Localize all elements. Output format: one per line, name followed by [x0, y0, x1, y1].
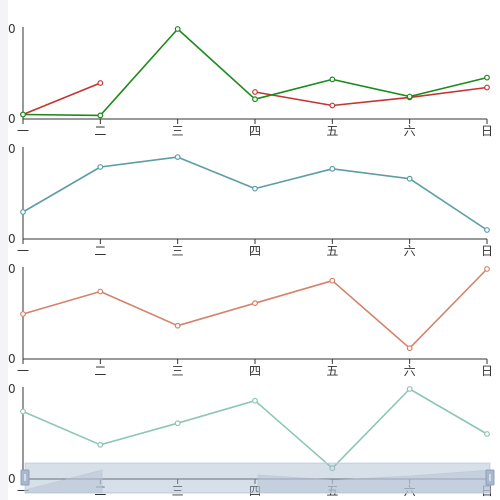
data-zoom-selected-range: [25, 463, 490, 493]
x-tick-label-1-2: 二: [94, 124, 106, 138]
data-point-2-1-4: [252, 185, 258, 192]
data-point-1-1-2: [97, 80, 104, 86]
y-tick-label-bottom-2: 0: [8, 232, 16, 246]
y-tick-label-bottom-1: 0: [8, 112, 16, 126]
x-tick-label-1-7: 日: [481, 124, 493, 138]
data-point-3-1-7: [484, 266, 490, 272]
x-tick-label-1-6: 六: [404, 124, 416, 138]
x-tick-label-3-2: 二: [94, 364, 106, 378]
data-point-3-1-4: [252, 300, 258, 307]
data-point-4-1-6: [406, 386, 413, 392]
data-point-4-1-4: [252, 397, 258, 404]
data-point-4-1-5: [329, 465, 336, 472]
x-tick-label-2-4: 四: [249, 244, 261, 258]
left-edge-strip: [0, 0, 8, 500]
data-point-4-1-7: [484, 431, 490, 437]
data-point-1-2-7: [484, 74, 490, 81]
data-point-3-1-3: [174, 322, 181, 329]
x-tick-label-3-6: 六: [404, 364, 416, 378]
y-tick-label-top-1: 0: [8, 22, 16, 36]
x-tick-label-2-5: 五: [326, 244, 338, 258]
data-point-4-1-3: [174, 420, 181, 427]
data-point-1-2-2: [97, 112, 104, 119]
data-point-1-1-7: [484, 84, 490, 91]
x-tick-label-1-5: 五: [326, 124, 338, 138]
x-tick-label-3-3: 三: [172, 364, 184, 378]
series-line-2-1-seg1: [22, 156, 488, 231]
data-point-2-1-5: [329, 165, 336, 172]
series-line-3-1-seg1: [22, 268, 488, 350]
data-point-1-2-5: [329, 76, 336, 83]
y-tick-label-top-4: 0: [8, 382, 16, 396]
data-point-1-2-4: [252, 96, 258, 103]
x-tick-label-3-7: 日: [481, 364, 493, 378]
x-tick-label-4-1: 一: [17, 484, 29, 498]
data-point-3-1-1: [20, 311, 26, 317]
y-tick-label-bottom-4: 0: [8, 472, 16, 486]
data-point-2-1-1: [20, 209, 26, 215]
series-line-1-1-seg1: [22, 82, 101, 116]
x-tick-label-2-1: 一: [17, 244, 29, 258]
x-tick-label-2-2: 二: [94, 244, 106, 258]
x-tick-label-2-3: 三: [172, 244, 184, 258]
series-line-1-1-seg2: [254, 86, 488, 107]
x-tick-label-3-5: 五: [326, 364, 338, 378]
data-point-3-1-6: [406, 345, 413, 352]
x-tick-label-2-7: 日: [481, 244, 493, 258]
data-point-4-1-1: [20, 408, 26, 415]
data-point-1-1-5: [329, 102, 336, 109]
data-point-2-1-3: [174, 154, 181, 161]
data-point-1-2-6: [406, 93, 413, 100]
x-tick-label-2-6: 六: [404, 244, 416, 258]
x-tick-label-3-1: 一: [17, 364, 29, 378]
data-point-1-1-4: [252, 89, 258, 95]
x-tick-label-3-4: 四: [249, 364, 261, 378]
y-tick-label-top-3: 0: [8, 262, 16, 276]
data-point-1-2-1: [20, 111, 26, 118]
y-tick-label-bottom-3: 0: [8, 352, 16, 366]
x-tick-label-1-4: 四: [249, 124, 261, 138]
data-point-2-1-6: [406, 175, 413, 182]
data-point-3-1-2: [97, 288, 104, 295]
x-tick-label-4-3: 三: [172, 484, 184, 498]
data-point-1-2-3: [174, 26, 181, 32]
x-tick-label-1-3: 三: [172, 124, 184, 138]
x-tick-label-1-1: 一: [17, 124, 29, 138]
series-line-1-2-seg1: [22, 28, 488, 117]
y-tick-label-top-2: 0: [8, 142, 16, 156]
data-point-2-1-7: [484, 227, 490, 233]
data-point-2-1-2: [97, 164, 104, 170]
data-point-4-1-2: [97, 441, 104, 448]
data-point-3-1-5: [329, 277, 336, 284]
